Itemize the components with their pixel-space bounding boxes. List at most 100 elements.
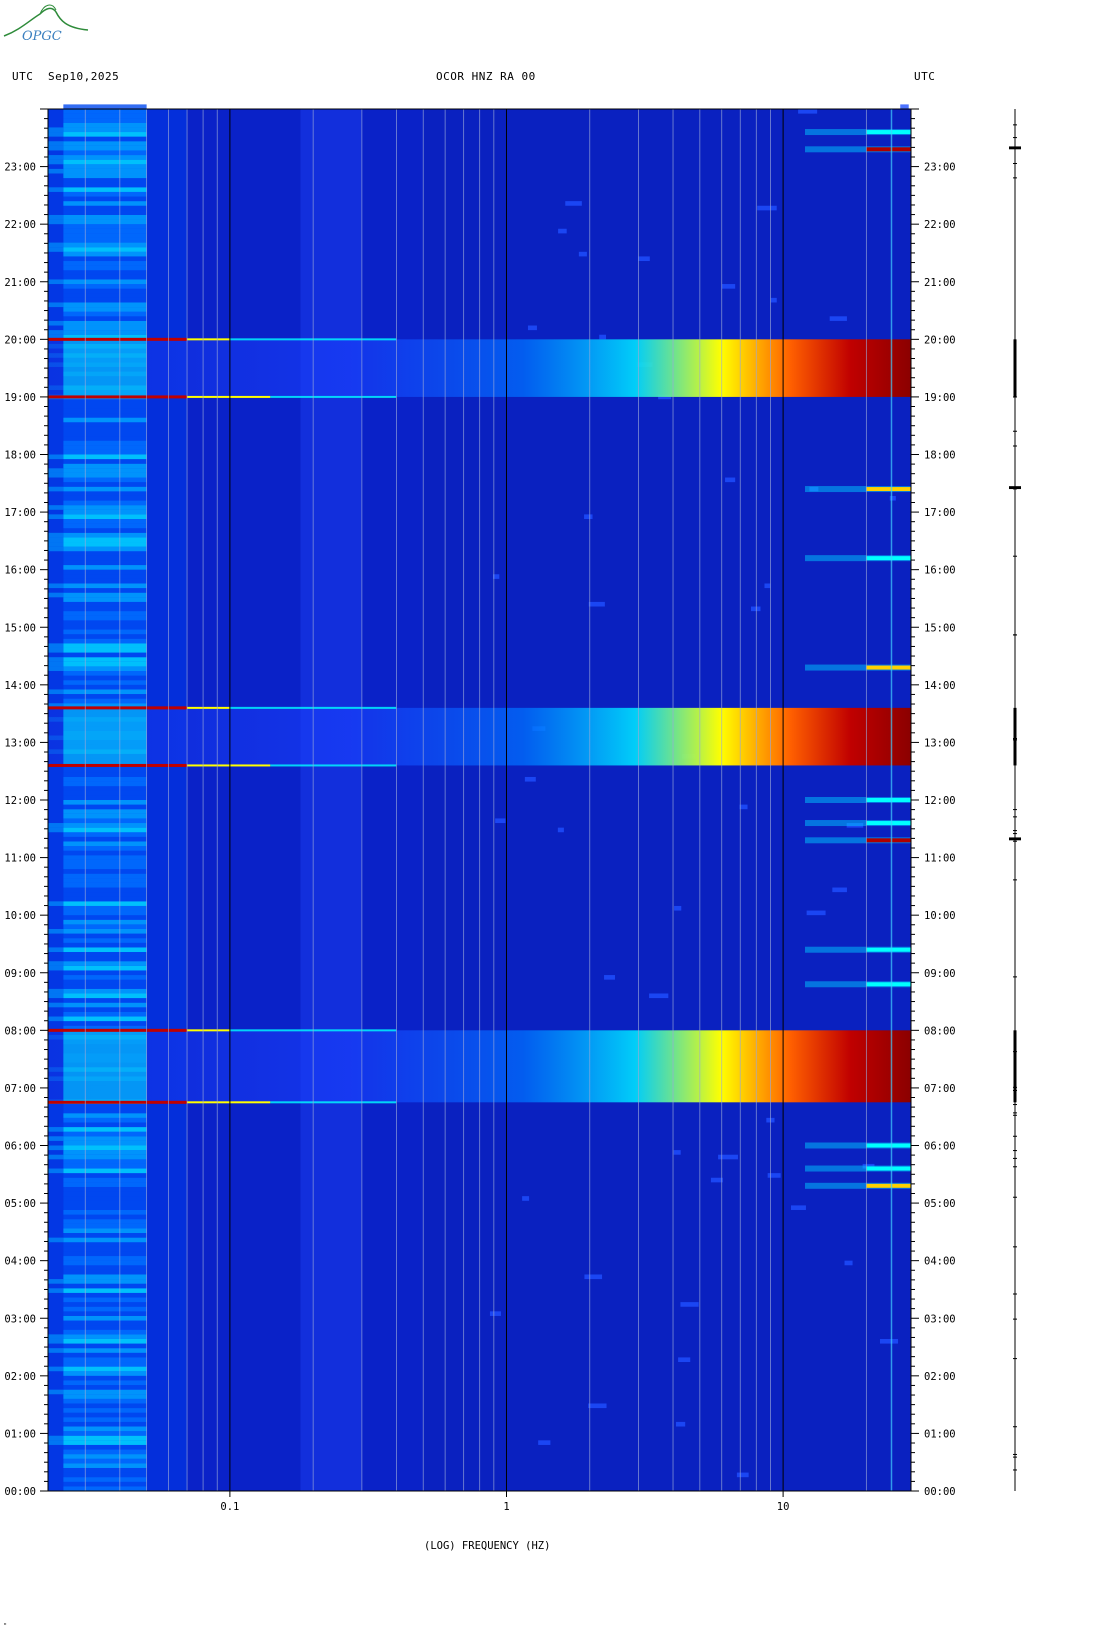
corner-mark: ": [3, 1622, 8, 1630]
trace-burst: [1013, 339, 1017, 397]
noise-row: [63, 1279, 147, 1284]
burst-halo: [805, 1165, 911, 1172]
noise-row: [63, 592, 147, 598]
noise-row: [63, 1214, 147, 1220]
noise-row-edge: [48, 1338, 64, 1344]
noise-row: [63, 698, 147, 704]
noise-row: [63, 919, 147, 925]
noise-row: [63, 136, 147, 142]
time-label-left: 04:00: [4, 1256, 36, 1268]
high-frequency-speck: [584, 1274, 603, 1280]
frequency-gridlines: [84, 109, 867, 1491]
high-frequency-speck: [757, 205, 777, 211]
time-label-right: 05:00: [924, 1198, 956, 1210]
noise-row: [63, 1352, 147, 1358]
noise-row: [63, 542, 147, 547]
noise-row: [63, 500, 147, 506]
noise-row: [63, 634, 147, 639]
noise-row: [63, 684, 147, 690]
noise-row: [63, 1002, 147, 1008]
noise-row-edge: [48, 1016, 64, 1022]
burst-core: [866, 982, 911, 987]
noise-row: [63, 113, 147, 119]
noise-row: [63, 1016, 147, 1022]
noise-row: [63, 1113, 147, 1118]
noise-row-edge: [48, 132, 64, 137]
noise-row: [63, 1177, 147, 1183]
burst-core: [866, 798, 911, 802]
high-frequency-speck: [678, 1357, 691, 1363]
noise-row: [63, 938, 147, 943]
noise-row: [63, 1131, 147, 1137]
time-label-right: 15:00: [924, 622, 956, 634]
freq-tick-label: 10: [777, 1501, 790, 1513]
time-label-right: 06:00: [924, 1141, 956, 1153]
noise-row: [63, 201, 147, 206]
noise-row: [63, 1186, 147, 1192]
noise-row: [63, 869, 147, 874]
noise-row: [63, 1265, 147, 1270]
burst-halo: [805, 146, 911, 153]
noise-row: [63, 1444, 147, 1450]
noise-row: [63, 431, 147, 437]
noise-row: [63, 1375, 147, 1381]
noise-row: [63, 1209, 147, 1215]
noise-row: [63, 1117, 147, 1123]
low-frequency-shoulder: [146, 109, 188, 1491]
high-frequency-speck: [489, 1311, 501, 1316]
noise-row: [63, 141, 147, 146]
noise-row-edge: [48, 334, 64, 340]
time-label-right: 22:00: [924, 219, 956, 231]
noise-row: [63, 297, 147, 303]
noise-row: [63, 569, 147, 575]
time-label-left: 18:00: [4, 450, 36, 462]
noise-row: [63, 643, 147, 648]
noise-row: [63, 532, 147, 538]
time-label-left: 12:00: [4, 795, 36, 807]
noise-row: [63, 468, 147, 473]
noise-row-edge: [48, 247, 64, 252]
noise-row-edge: [48, 988, 64, 994]
event-edge-yellow: [187, 338, 230, 341]
noise-row-edge: [48, 537, 64, 543]
noise-row: [63, 1343, 147, 1349]
time-label-right: 17:00: [924, 507, 956, 519]
noise-row: [63, 265, 147, 271]
high-frequency-speck: [492, 574, 500, 579]
noise-row: [63, 1366, 147, 1372]
noise-row: [63, 928, 147, 934]
noise-row: [63, 279, 147, 285]
noise-row: [63, 477, 147, 483]
noise-row-edge: [48, 127, 64, 133]
noise-row: [63, 1163, 147, 1169]
noise-row: [63, 127, 147, 133]
high-frequency-speck: [829, 316, 847, 321]
event-edge-cyan: [270, 1101, 397, 1104]
noise-row: [63, 537, 147, 543]
noise-row: [63, 905, 147, 911]
high-frequency-speck: [674, 905, 682, 911]
burst-halo: [805, 1182, 911, 1189]
noise-row: [63, 514, 147, 519]
noise-row: [63, 1486, 147, 1491]
noise-row-edge: [48, 145, 64, 151]
time-label-left: 11:00: [4, 853, 36, 865]
noise-row: [63, 403, 147, 409]
noise-row: [63, 597, 147, 602]
noise-row: [63, 307, 147, 312]
high-frequency-speck: [680, 1302, 699, 1307]
noise-row: [63, 205, 147, 211]
noise-row: [63, 145, 147, 151]
noise-row: [63, 1260, 147, 1266]
time-label-left: 02:00: [4, 1371, 36, 1383]
noise-row: [63, 523, 147, 529]
noise-row: [63, 776, 147, 782]
high-frequency-speck: [638, 256, 650, 262]
noise-row: [63, 311, 147, 317]
time-label-right: 16:00: [924, 565, 956, 577]
high-frequency-speck: [764, 583, 771, 589]
event-edge-yellow: [187, 395, 271, 398]
high-frequency-speck: [604, 975, 615, 980]
time-label-left: 22:00: [4, 219, 36, 231]
trace-burst: [1013, 1030, 1017, 1103]
